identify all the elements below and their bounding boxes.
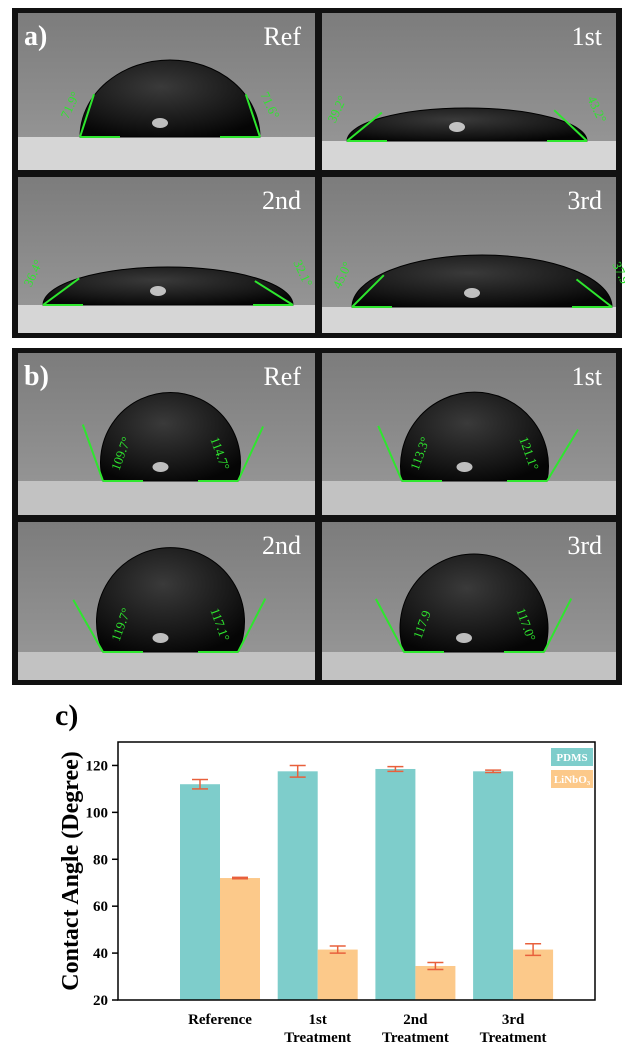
bar (415, 966, 455, 1000)
y-tick-label: 120 (86, 758, 109, 774)
bar (473, 771, 513, 1000)
y-axis-title: Contact Angle (Degree) (58, 751, 84, 990)
bar (278, 771, 318, 1000)
bar (513, 950, 553, 1000)
reflection (150, 286, 166, 296)
bar (375, 769, 415, 1000)
image-tag: Ref (263, 22, 301, 51)
image-tag: Ref (263, 362, 301, 391)
substrate (322, 141, 616, 170)
y-tick-label: 100 (86, 805, 109, 821)
image-tag: 1st (572, 22, 603, 51)
image-tag: 3rd (567, 531, 602, 560)
substrate (322, 307, 616, 333)
substrate (18, 305, 315, 333)
reflection (457, 462, 473, 472)
x-tick-label: Reference (188, 1012, 252, 1028)
bar (220, 878, 260, 1000)
substrate (322, 481, 616, 515)
panel-label: a) (24, 21, 47, 52)
legend-label: PDMS (556, 752, 587, 764)
substrate (322, 652, 616, 680)
substrate (18, 652, 315, 680)
reflection (456, 633, 472, 643)
legend-label: LiNbO₃ (554, 774, 591, 786)
image-tag: 2nd (262, 531, 301, 560)
bar (318, 950, 358, 1000)
image-tag: 3rd (567, 186, 602, 215)
image-tag: 1st (572, 362, 603, 391)
panel-label: c) (55, 699, 78, 732)
substrate (18, 481, 315, 515)
y-tick-label: 20 (93, 993, 108, 1009)
reflection (152, 118, 168, 128)
reflection (449, 122, 465, 132)
figure: Ref71.9°71.6°1st39.2°43.2°2nd36.4°32.1°3… (0, 0, 625, 1047)
reflection (153, 633, 169, 643)
substrate (18, 137, 315, 170)
image-tag: 2nd (262, 186, 301, 215)
y-tick-label: 80 (93, 852, 108, 868)
bar (180, 784, 220, 1000)
y-tick-label: 40 (93, 946, 108, 962)
reflection (464, 288, 480, 298)
y-tick-label: 60 (93, 899, 108, 915)
reflection (153, 462, 169, 472)
panel-label: b) (24, 361, 49, 392)
